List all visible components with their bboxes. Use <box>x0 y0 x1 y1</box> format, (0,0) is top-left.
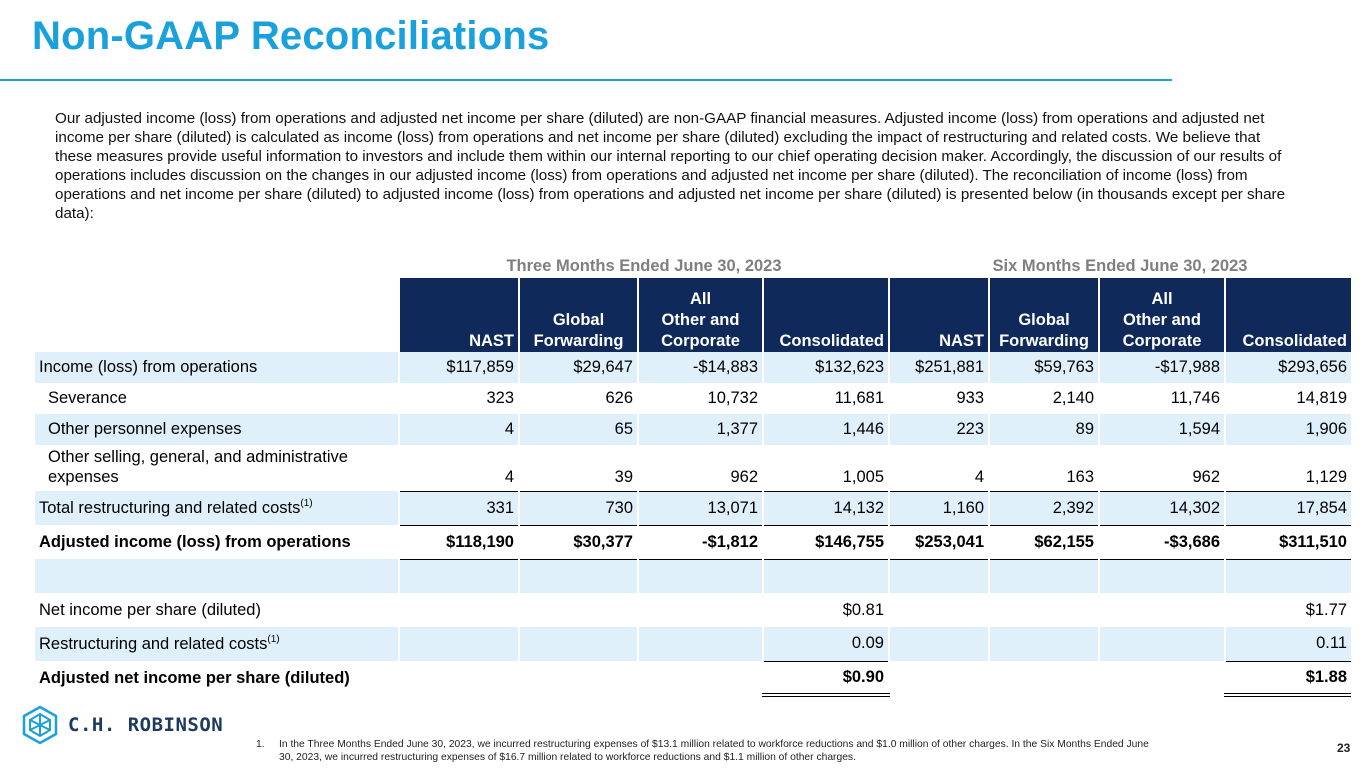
row-label: Total restructuring and related costs(1) <box>35 491 399 525</box>
table-cell: 1,446 <box>762 414 889 445</box>
table-cell: 962 <box>637 445 763 491</box>
table-cell: 39 <box>518 445 638 491</box>
table-row: Restructuring and related costs(1) 0.09 … <box>35 627 1351 662</box>
table-cell: 730 <box>518 490 638 525</box>
table-row: Adjusted income (loss) from operations $… <box>35 524 1351 559</box>
page-title: Non-GAAP Reconciliations <box>32 14 550 58</box>
table-cell: $1.88 <box>1224 661 1351 697</box>
table-cell: 10,732 <box>637 383 763 414</box>
table-cell: -$17,988 <box>1098 352 1225 383</box>
page-number: 23 <box>1337 741 1351 755</box>
table-cell: 4 <box>398 414 519 445</box>
intro-paragraph: Our adjusted income (loss) from operatio… <box>55 110 1286 223</box>
table-cell: 14,302 <box>1098 490 1225 525</box>
row-label: Other personnel expenses <box>35 414 399 445</box>
row-label: Other selling, general, and administrati… <box>48 448 348 486</box>
table-cell: $117,859 <box>398 352 519 383</box>
row-label: Net income per share (diluted) <box>39 600 261 619</box>
table-cell: 323 <box>398 383 519 414</box>
table-cell: $0.81 <box>762 593 889 627</box>
group-label-six-months: Six Months Ended June 30, 2023 <box>992 257 1248 275</box>
table-row: Net income per share (diluted) $0.81 $1.… <box>35 593 1351 627</box>
title-divider <box>0 79 1172 81</box>
table-cell: 0.11 <box>1224 627 1351 662</box>
table-cell: -$14,883 <box>637 352 763 383</box>
table-cell: 17,854 <box>1224 490 1351 525</box>
table-cell: 0.09 <box>762 627 889 662</box>
header-nast-6m: NAST <box>888 278 989 352</box>
header-blank <box>35 278 399 352</box>
table-cell: 1,129 <box>1224 445 1351 491</box>
table-cell: 11,681 <box>762 383 889 414</box>
table-cell: 1,005 <box>762 445 889 491</box>
header-all-other-3m: All Other and Corporate <box>637 278 763 352</box>
table-row: Severance 323 626 10,732 11,681 933 2,14… <box>35 383 1351 414</box>
row-label: Income (loss) from operations <box>35 352 399 383</box>
row-label: Adjusted net income per share (diluted) <box>39 668 350 687</box>
table-cell: 89 <box>988 414 1099 445</box>
footnote: 1. In the Three Months Ended June 30, 20… <box>256 739 1156 764</box>
header-nast-3m: NAST <box>398 278 519 352</box>
company-logo: C.H. ROBINSON <box>22 705 223 745</box>
table-row: Other personnel expenses 4 65 1,377 1,44… <box>35 414 1351 445</box>
table-cell: 1,906 <box>1224 414 1351 445</box>
table-cell: 1,160 <box>888 490 989 525</box>
header-row: NAST Global Forwarding All Other and Corpor… <box>35 278 1351 352</box>
table-row: Adjusted net income per share (diluted) … <box>35 661 1351 697</box>
header-global-forwarding-6m: Global Forwarding <box>988 278 1099 352</box>
row-label: Adjusted income (loss) from operations <box>39 532 351 551</box>
footnote-number: 1. <box>256 739 265 750</box>
header-all-other-6m: All Other and Corporate <box>1098 278 1225 352</box>
table-cell: $293,656 <box>1224 352 1351 383</box>
logo-wordmark: C.H. ROBINSON <box>68 714 224 736</box>
table-row: Other selling, general, and administrati… <box>35 445 1351 491</box>
hexagon-logo-icon <box>22 705 58 745</box>
header-global-forwarding-3m: Global Forwarding <box>518 278 638 352</box>
table-cell: 223 <box>888 414 989 445</box>
table-cell: 626 <box>518 383 638 414</box>
table-cell: 11,746 <box>1098 383 1225 414</box>
table-cell: $146,755 <box>762 524 889 559</box>
table-row: Income (loss) from operations $117,859 $… <box>35 352 1351 383</box>
table-cell: 331 <box>398 490 519 525</box>
table-cell: 4 <box>888 445 989 491</box>
group-label-three-months: Three Months Ended June 30, 2023 <box>506 257 782 275</box>
reconciliation-table: NAST Global Forwarding All Other and Corpor… <box>35 278 1351 697</box>
table-cell: -$1,812 <box>637 524 763 559</box>
table-cell: 1,594 <box>1098 414 1225 445</box>
table-cell: -$3,686 <box>1098 524 1225 559</box>
table-cell: $30,377 <box>518 524 638 559</box>
spacer-row <box>35 558 1351 593</box>
table-cell: $118,190 <box>398 524 519 559</box>
row-label: Restructuring and related costs(1) <box>35 627 399 661</box>
table-cell: $0.90 <box>762 661 889 697</box>
table-cell: $132,623 <box>762 352 889 383</box>
table-row: Total restructuring and related costs(1)… <box>35 490 1351 525</box>
header-consolidated-6m: Consolidated <box>1224 278 1351 352</box>
table-cell: $59,763 <box>988 352 1099 383</box>
table-cell: 1,377 <box>637 414 763 445</box>
table-cell: 4 <box>398 445 519 491</box>
table-cell: $251,881 <box>888 352 989 383</box>
table-cell: 13,071 <box>637 490 763 525</box>
table-cell: $1.77 <box>1224 593 1351 627</box>
table-cell: 2,140 <box>988 383 1099 414</box>
table-cell: 65 <box>518 414 638 445</box>
table-cell: 14,132 <box>762 490 889 525</box>
table-cell: $62,155 <box>988 524 1099 559</box>
footnote-text: In the Three Months Ended June 30, 2023,… <box>279 739 1149 763</box>
table-cell: $311,510 <box>1224 524 1351 559</box>
row-label: Severance <box>48 389 127 407</box>
header-consolidated-3m: Consolidated <box>762 278 889 352</box>
table-cell: 163 <box>988 445 1099 491</box>
table-cell: 962 <box>1098 445 1225 491</box>
table-cell: 2,392 <box>988 490 1099 525</box>
table-cell: 14,819 <box>1224 383 1351 414</box>
table-cell: $29,647 <box>518 352 638 383</box>
table-cell: 933 <box>888 383 989 414</box>
table-cell: $253,041 <box>888 524 989 559</box>
